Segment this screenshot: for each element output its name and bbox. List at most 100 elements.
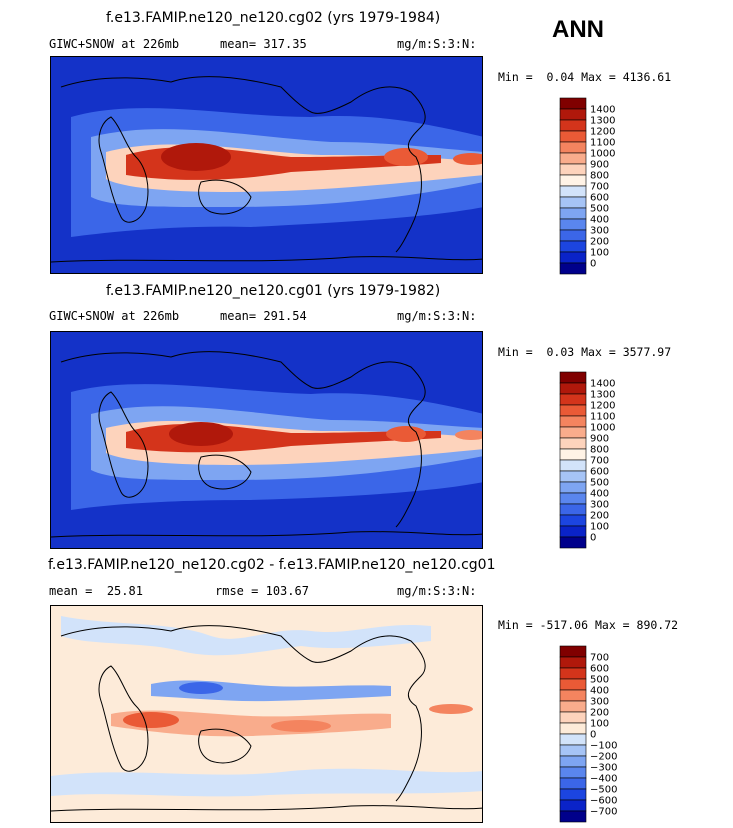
panel2-min-value: 0.03 [546, 345, 575, 359]
colorbar-label: 1000 [590, 149, 615, 160]
colorbar-box [559, 700, 587, 713]
colorbar-box [559, 536, 587, 549]
panel2-mean-value: 291.54 [263, 309, 307, 323]
colorbar-label: 1300 [590, 390, 615, 401]
panel2-coast-antarctica [51, 531, 482, 538]
colorbar-box [559, 667, 587, 680]
panel1-mean-label: mean= [220, 37, 257, 51]
panel3-neg-south [51, 768, 482, 797]
colorbar-label: 1400 [590, 379, 615, 390]
colorbar-box [559, 492, 587, 505]
colorbar-box [559, 185, 587, 198]
colorbar-label: −200 [590, 752, 617, 763]
colorbar-box [559, 525, 587, 538]
colorbar-label: 600 [590, 193, 609, 204]
colorbar-box [559, 108, 587, 121]
colorbar-label: 100 [590, 248, 609, 259]
colorbar-box [559, 196, 587, 209]
panel1-amazon [384, 148, 428, 166]
colorbar-box [559, 207, 587, 220]
panel3-max-label: Max = [594, 618, 630, 632]
colorbar-box [559, 503, 587, 516]
colorbar-label: −400 [590, 774, 617, 785]
colorbar-box [559, 755, 587, 768]
panel2-map-svg [51, 332, 482, 548]
colorbar-box [559, 777, 587, 790]
panel3-pos-atlantic [429, 704, 473, 714]
panel1-atlantic [453, 153, 482, 165]
panel3-max-value: 890.72 [636, 618, 679, 632]
colorbar-box [559, 141, 587, 154]
colorbar-label: 800 [590, 445, 609, 456]
panel1-units: mg/m:S:3:N: [397, 37, 477, 51]
panel3-coastlines [51, 625, 482, 812]
panel3-mean-label: mean = [49, 584, 93, 598]
panel3-coast-africa [98, 665, 149, 772]
panel3-pos-core-central [271, 720, 331, 732]
colorbar-label: 1100 [590, 138, 615, 149]
colorbar-label: 900 [590, 434, 609, 445]
colorbar-label: 700 [590, 182, 609, 193]
colorbar-box [559, 404, 587, 417]
panel3-map-svg [51, 606, 482, 822]
colorbar-box [559, 152, 587, 165]
colorbar-label: 500 [590, 675, 609, 686]
panel2-min-label: Min = [498, 345, 533, 359]
colorbar-label: 1400 [590, 105, 615, 116]
panel3-mean: mean = 25.81 [49, 584, 143, 598]
colorbar-label: 1200 [590, 401, 615, 412]
panel1-mean-value: 317.35 [263, 37, 307, 51]
colorbar-box [559, 788, 587, 801]
colorbar-label: 0 [590, 730, 596, 741]
panel3-minmax: Min = -517.06 Max = 890.72 [498, 618, 678, 632]
panel1-max-label: Max = [581, 70, 616, 84]
colorbar-box [559, 382, 587, 395]
panel3-coast-americas [60, 625, 426, 802]
panel2-coast-australia [198, 454, 252, 490]
panel1-coast-africa [98, 116, 149, 223]
panel3-rmse-label: rmse = [215, 584, 259, 598]
colorbar-label: 900 [590, 160, 609, 171]
colorbar-box [559, 240, 587, 253]
panel2-coast-americas [60, 351, 426, 528]
colorbar-label: 1000 [590, 423, 615, 434]
colorbar-box [559, 163, 587, 176]
panel1-colorbar: 1400 1300 1200 1100 1000 900 800 700 600 500 400 30… [559, 97, 680, 275]
colorbar-label: −100 [590, 741, 617, 752]
panel2-amazon [386, 426, 426, 442]
panel3-neg-north [61, 616, 431, 656]
panel2-max-value: 3577.97 [622, 345, 672, 359]
colorbar-label: 300 [590, 500, 609, 511]
panel2-variable: GIWC+SNOW at 226mb [49, 309, 180, 323]
colorbar-label: 400 [590, 489, 609, 500]
panel2-mean: mean= 291.54 [220, 309, 307, 323]
panel1-warm-pool [161, 143, 231, 171]
colorbar-box [559, 97, 587, 110]
colorbar-box [559, 371, 587, 384]
colorbar-label: 1200 [590, 127, 615, 138]
colorbar-label: 500 [590, 204, 609, 215]
colorbar-label: −300 [590, 763, 617, 774]
colorbar-box [559, 415, 587, 428]
colorbar-label: 700 [590, 653, 609, 664]
panel1-title: f.e13.FAMIP.ne120_ne120.cg02 (yrs 1979-1… [106, 10, 441, 26]
panel2-colorbar: 1400 1300 1200 1100 1000 900 800 700 600 500 400 30… [559, 371, 680, 549]
panel2-max-label: Max = [581, 345, 616, 359]
colorbar-box [559, 711, 587, 724]
panel1-variable: GIWC+SNOW at 226mb [49, 37, 180, 51]
panel2-coastlines [51, 351, 482, 538]
panel1-minmax: Min = 0.04 Max = 4136.61 [498, 70, 671, 84]
colorbar-box [559, 656, 587, 669]
colorbar-label: 0 [590, 533, 596, 544]
panel1-max-value: 4136.61 [622, 70, 672, 84]
colorbar-box [559, 448, 587, 461]
colorbar-label: 400 [590, 686, 609, 697]
panel2-minmax: Min = 0.03 Max = 3577.97 [498, 345, 671, 359]
colorbar-label: 0 [590, 259, 596, 270]
panel3-pos-core-west [123, 712, 179, 728]
colorbar-label: 1300 [590, 116, 615, 127]
panel1-coastlines [51, 76, 482, 263]
panel3-map [50, 605, 483, 823]
colorbar-label: 200 [590, 708, 609, 719]
colorbar-label: 700 [590, 456, 609, 467]
